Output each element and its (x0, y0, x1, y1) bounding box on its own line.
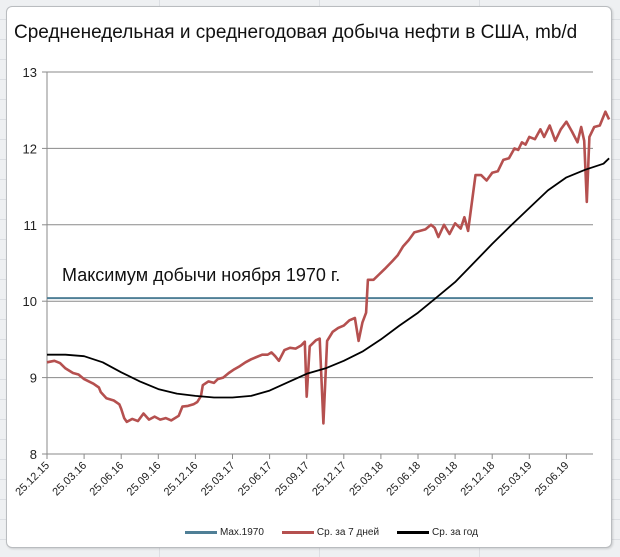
y-tick-label: 12 (23, 141, 37, 156)
x-tick-label: 25.12.15 (13, 460, 52, 499)
x-tick-label: 25.06.18 (384, 460, 423, 499)
x-tick-label: 25.03.17 (199, 460, 238, 499)
x-tick-label: 25.06.16 (88, 460, 127, 499)
legend-item-yearly: Ср. за год (397, 527, 478, 538)
x-tick-label: 25.12.16 (162, 460, 201, 499)
yearly-average-line (47, 157, 610, 399)
legend-swatch-max1970 (185, 531, 217, 534)
x-tick-label: 25.09.16 (125, 460, 164, 499)
chart-legend: Max.1970 Ср. за 7 дней Ср. за год (185, 527, 478, 538)
x-tick-label: 25.03.18 (347, 460, 386, 499)
chart-container[interactable] (6, 6, 612, 548)
max-1970-annotation: Максимум добычи ноября 1970 г. (62, 265, 340, 285)
x-tick-label: 25.09.17 (273, 460, 312, 499)
chart-title: Средненедельная и среднегодовая добыча н… (14, 22, 578, 43)
x-tick-label: 25.03.19 (496, 460, 535, 499)
legend-label: Ср. за год (432, 527, 478, 538)
x-tick-label: 25.06.19 (533, 460, 572, 499)
x-tick-label: 25.03.16 (50, 460, 89, 499)
legend-swatch-yearly (397, 531, 430, 534)
y-tick-label: 8 (30, 447, 37, 462)
legend-swatch-weekly (281, 531, 314, 534)
x-tick-label: 25.12.18 (459, 460, 498, 499)
x-tick-label: 25.09.18 (421, 460, 460, 499)
y-tick-label: 9 (30, 371, 37, 386)
legend-label: Max.1970 (220, 527, 264, 538)
y-tick-label: 10 (23, 294, 37, 309)
x-tick-label: 25.12.17 (310, 460, 349, 499)
legend-label: Ср. за 7 дней (316, 527, 380, 538)
legend-item-weekly: Ср. за 7 дней (281, 527, 380, 538)
legend-item-max1970: Max.1970 (185, 527, 264, 538)
y-tick-label: 11 (24, 218, 38, 233)
x-tick-label: 25.06.17 (236, 460, 275, 499)
y-tick-label: 13 (23, 65, 37, 80)
weekly-average-line (46, 110, 611, 425)
